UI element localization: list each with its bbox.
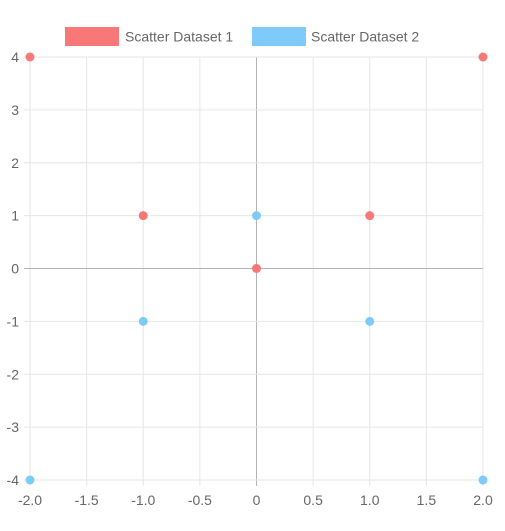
legend-label: Scatter Dataset 1 [125,29,233,45]
x-tick-label: -2.0 [18,492,42,508]
legend-swatch [65,27,119,46]
tick-label-layer: -2.0 -1.5 -1.0 -0.5 0 0.5 1.0 1.5 2.0 4 3 2 1 0 -1 -2 -3… [7,49,493,508]
scatter-point-series-2[interactable] [478,475,488,485]
x-tick-label: -1.0 [131,492,155,508]
scatter-point-series-1[interactable] [138,211,148,221]
legend-item[interactable]: Scatter Dataset 1 [65,27,233,46]
scatter-point-series-2[interactable] [25,475,35,485]
y-tick-label: 0 [11,261,19,277]
scatter-point-series-1[interactable] [365,211,375,221]
x-tick-label: 1.0 [360,492,380,508]
y-tick-label: -1 [7,313,20,329]
legend-swatch [252,27,306,46]
scatter-point-series-2[interactable] [252,211,261,221]
x-tick-label: 2.0 [473,492,493,508]
y-tick-label: 1 [11,208,19,224]
legend-label: Scatter Dataset 2 [311,29,419,45]
y-tick-label: -4 [7,472,20,488]
y-tick-label: -3 [7,419,20,435]
legend: Scatter Dataset 1 Scatter Dataset 2 [65,27,419,46]
scatter-point-series-1[interactable] [478,52,488,62]
scatter-point-series-1[interactable] [25,52,35,62]
legend-item[interactable]: Scatter Dataset 2 [252,27,419,46]
x-tick-label: -1.5 [75,492,99,508]
scatter-point-series-2[interactable] [138,316,148,326]
x-tick-label: 0.5 [303,492,323,508]
data-point-layer [25,52,488,485]
x-tick-label: -0.5 [188,492,212,508]
y-tick-label: -2 [7,366,20,382]
y-tick-label: 4 [11,49,19,65]
x-tick-label: 0 [253,492,261,508]
y-tick-label: 2 [11,155,19,171]
scatter-point-series-1[interactable] [252,264,261,273]
y-tick-label: 3 [11,102,19,118]
x-tick-label: 1.5 [417,492,437,508]
scatter-point-series-2[interactable] [365,316,375,326]
